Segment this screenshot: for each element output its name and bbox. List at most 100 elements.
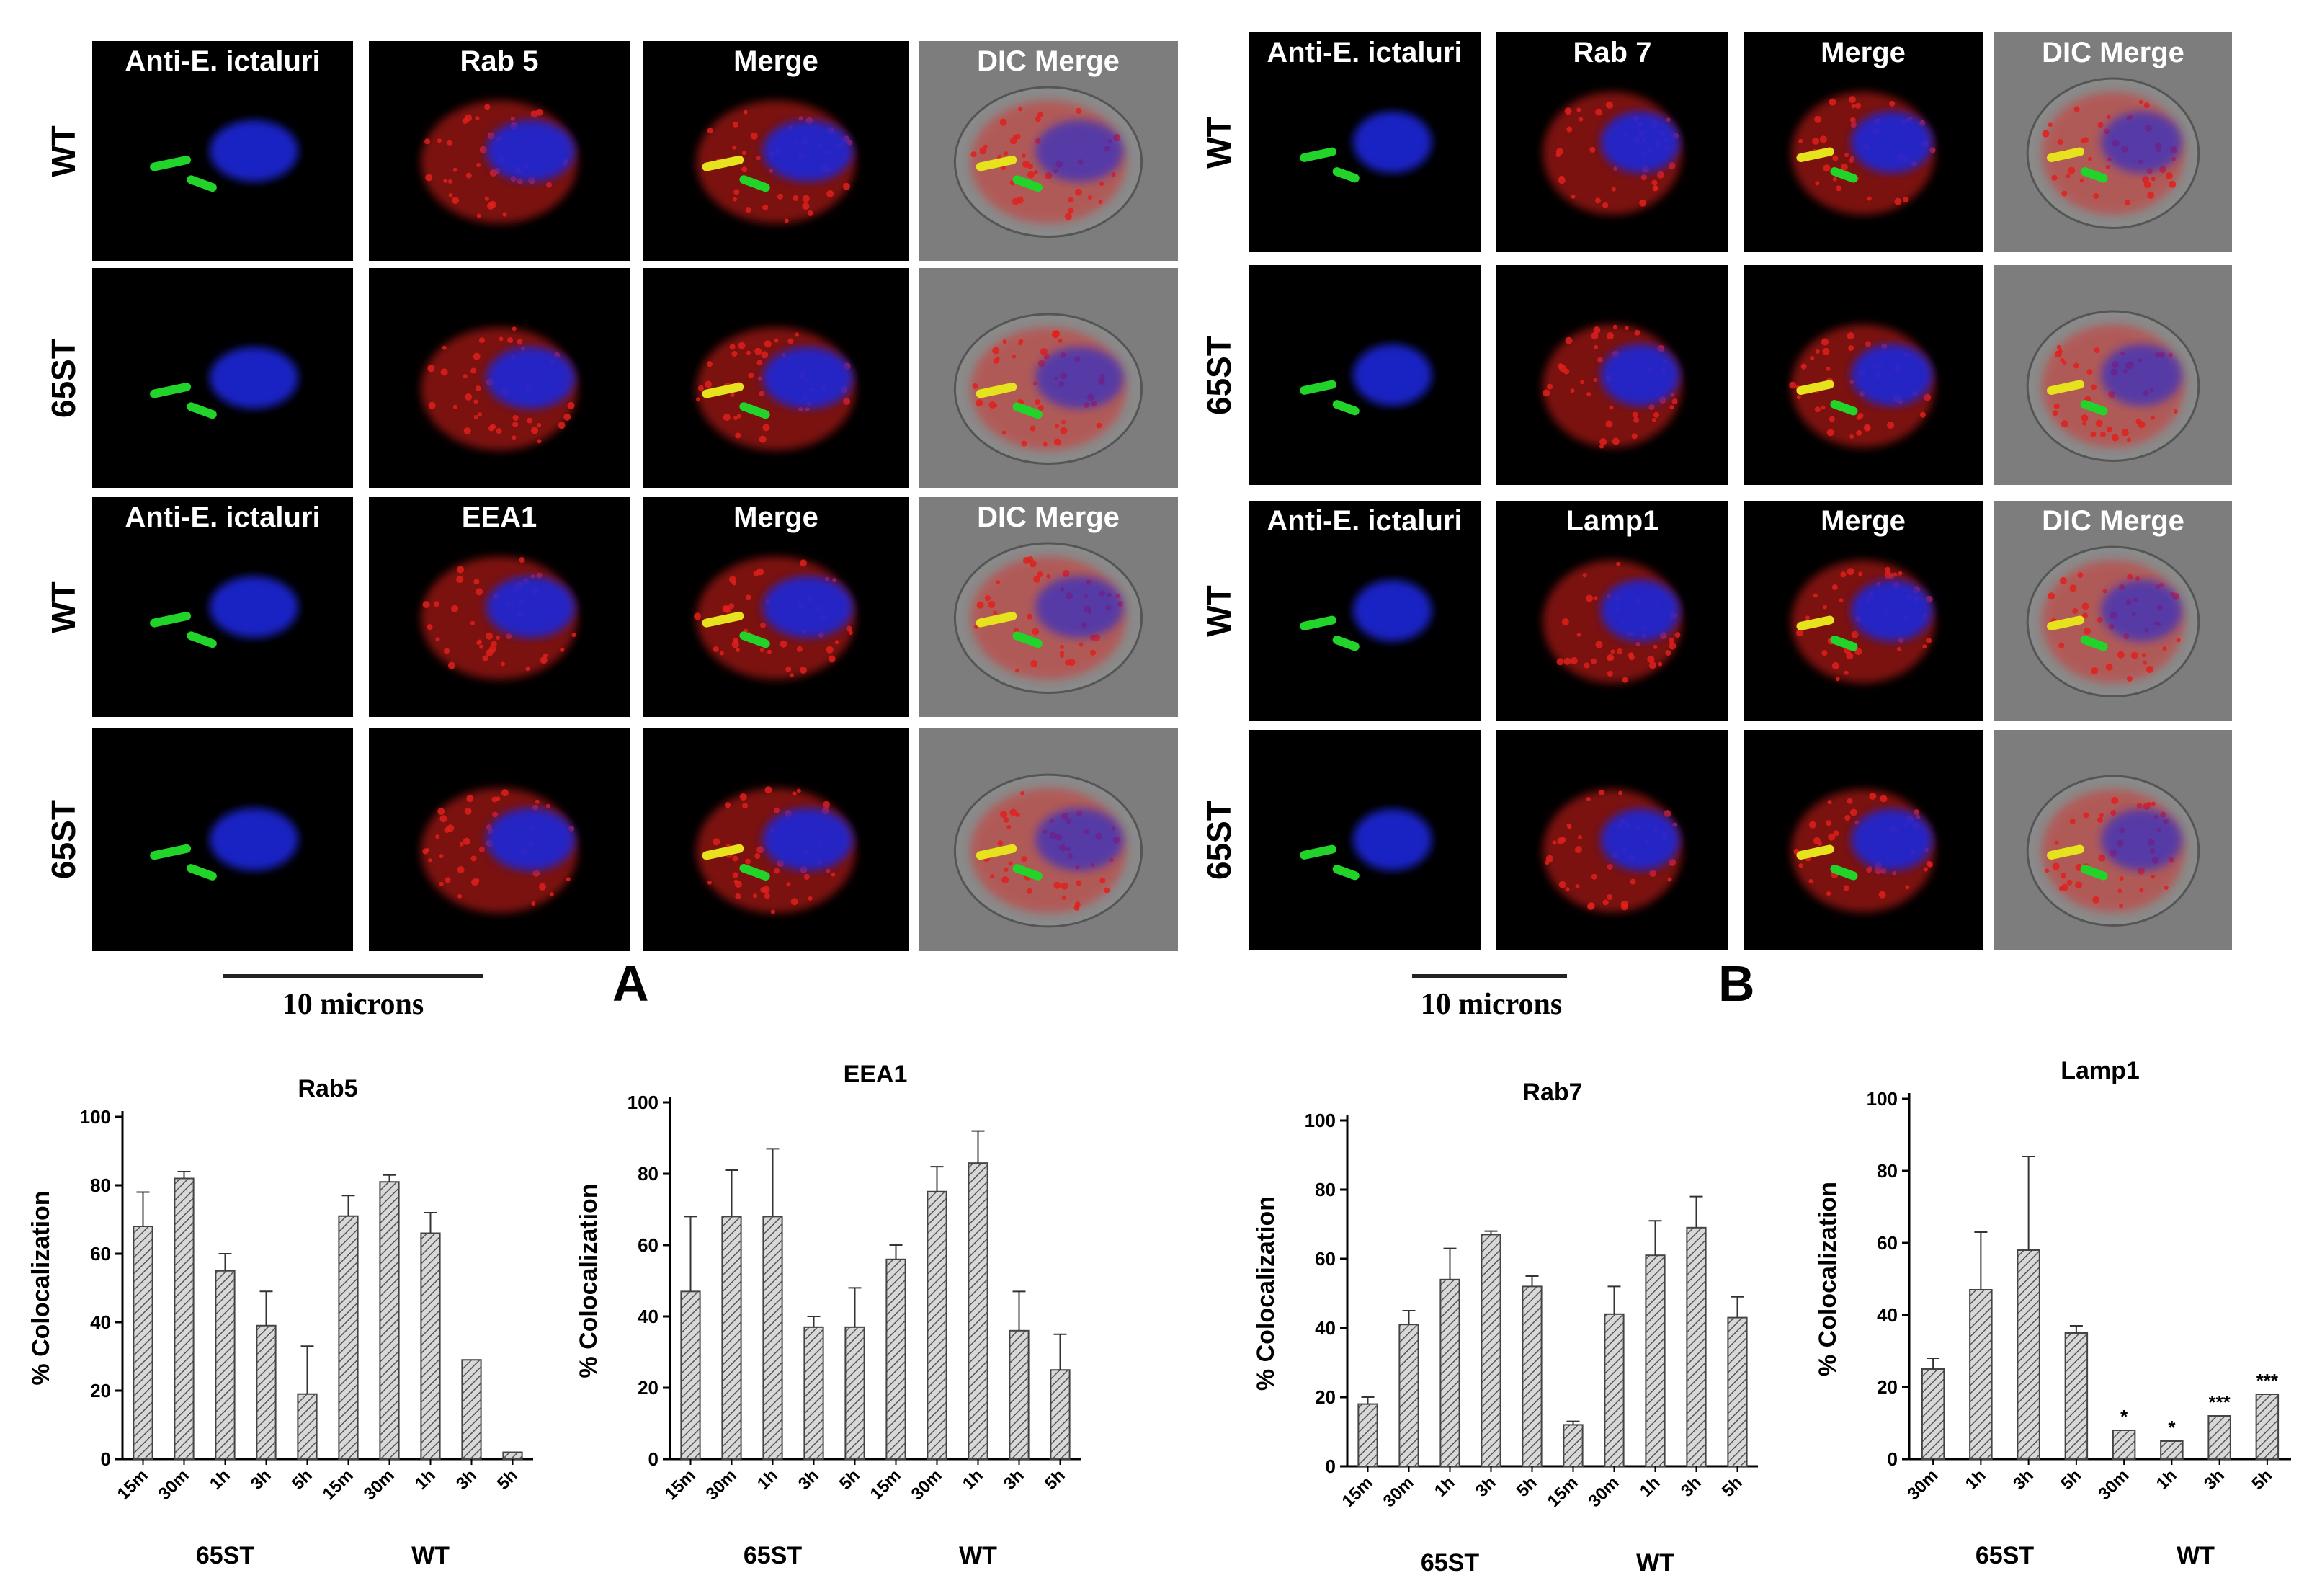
b-panel-r3-c2: Lamp1 xyxy=(1496,501,1728,721)
marker-puncta xyxy=(488,200,496,208)
marker-puncta xyxy=(1889,100,1896,107)
nucleus xyxy=(1600,344,1680,406)
nucleus xyxy=(2101,344,2182,406)
marker-puncta xyxy=(476,641,481,646)
bacterium xyxy=(150,382,192,398)
marker-puncta xyxy=(705,380,713,388)
bacterium xyxy=(976,383,1017,398)
marker-puncta xyxy=(2141,653,2146,658)
marker-puncta xyxy=(1104,887,1110,893)
chart-title: Rab7 xyxy=(1522,1079,1582,1106)
chart-lamp1: Lamp1 % Colocalization 0 20 40 60 80 100 30m 1h 3h… xyxy=(1801,1048,2305,1585)
marker-puncta xyxy=(1015,812,1020,817)
marker-puncta xyxy=(2097,122,2104,128)
x-tick-label: 15m xyxy=(114,1466,152,1504)
b-panel-r3-c4: DIC Merge xyxy=(1994,501,2232,721)
y-tick-label: 60 xyxy=(90,1243,111,1265)
marker-puncta xyxy=(762,424,770,432)
marker-puncta xyxy=(1611,187,1616,192)
marker-puncta xyxy=(848,630,853,636)
marker-puncta xyxy=(1016,196,1024,204)
marker-puncta xyxy=(1096,422,1102,429)
marker-puncta xyxy=(1847,798,1853,804)
error-bar xyxy=(218,1253,232,1271)
marker-puncta xyxy=(496,636,501,641)
marker-puncta xyxy=(1079,642,1084,647)
marker-puncta xyxy=(447,661,455,669)
marker-puncta xyxy=(1064,213,1072,220)
marker-puncta xyxy=(2138,99,2143,104)
marker-puncta xyxy=(2068,166,2076,174)
marker-puncta xyxy=(1840,571,1847,578)
marker-puncta xyxy=(733,637,739,643)
marker-puncta xyxy=(1656,171,1664,179)
nucleus xyxy=(762,120,853,182)
bar xyxy=(461,1359,482,1460)
marker-puncta xyxy=(787,338,794,344)
marker-puncta xyxy=(1001,876,1009,884)
marker-puncta xyxy=(476,588,483,596)
nucleus xyxy=(2101,579,2182,642)
nucleus xyxy=(486,808,575,871)
marker-puncta xyxy=(1610,649,1615,654)
y-tick-label: 0 xyxy=(648,1448,659,1470)
bacterium xyxy=(702,611,744,628)
bar xyxy=(133,1226,153,1460)
marker-puncta xyxy=(846,625,852,632)
marker-puncta xyxy=(1821,338,1829,346)
marker-puncta xyxy=(1073,904,1080,911)
marker-puncta xyxy=(435,834,440,839)
marker-puncta xyxy=(1829,416,1835,422)
y-tick-label: 80 xyxy=(90,1174,111,1196)
nucleus xyxy=(486,576,575,638)
y-tick-label: 60 xyxy=(638,1234,659,1256)
marker-puncta xyxy=(1545,855,1553,862)
scale-bar-b xyxy=(1412,974,1567,978)
nucleus xyxy=(2101,111,2182,174)
marker-puncta xyxy=(1570,388,1575,393)
marker-puncta xyxy=(1617,648,1623,655)
marker-puncta xyxy=(743,110,748,115)
error-bar xyxy=(725,1169,738,1217)
marker-puncta xyxy=(478,847,485,853)
marker-puncta xyxy=(475,878,480,883)
marker-puncta xyxy=(822,801,830,808)
marker-puncta xyxy=(439,881,444,886)
marker-puncta xyxy=(1808,878,1813,883)
bacterium xyxy=(702,844,744,860)
marker-puncta xyxy=(537,439,542,444)
marker-puncta xyxy=(759,391,765,397)
marker-puncta xyxy=(1609,405,1614,410)
nucleus xyxy=(1851,344,1933,406)
marker-puncta xyxy=(512,414,519,421)
marker-puncta xyxy=(2169,180,2177,188)
x-tick-label: 5h xyxy=(2248,1466,2276,1494)
marker-puncta xyxy=(1053,330,1061,338)
panel-header: Lamp1 xyxy=(1566,505,1659,537)
x-tick-label: 5h xyxy=(2057,1466,2085,1494)
marker-puncta xyxy=(1089,649,1096,656)
marker-puncta xyxy=(491,641,497,647)
marker-puncta xyxy=(2054,350,2062,358)
marker-puncta xyxy=(1034,399,1040,406)
marker-puncta xyxy=(826,190,834,197)
marker-puncta xyxy=(1624,326,1629,331)
marker-puncta xyxy=(745,594,751,601)
bar xyxy=(1969,1289,1993,1460)
marker-puncta xyxy=(1570,656,1578,664)
marker-puncta xyxy=(723,414,731,422)
marker-puncta xyxy=(538,883,546,891)
marker-puncta xyxy=(545,803,550,808)
marker-puncta xyxy=(732,855,738,862)
marker-puncta xyxy=(424,138,431,145)
marker-puncta xyxy=(517,339,523,345)
marker-puncta xyxy=(831,872,836,877)
marker-puncta xyxy=(1844,153,1849,158)
marker-puncta xyxy=(842,182,850,190)
marker-puncta xyxy=(457,566,465,574)
marker-puncta xyxy=(1027,171,1035,179)
marker-puncta xyxy=(470,620,475,625)
marker-puncta xyxy=(2048,122,2053,128)
error-bar xyxy=(136,1191,150,1226)
marker-puncta xyxy=(496,796,501,801)
